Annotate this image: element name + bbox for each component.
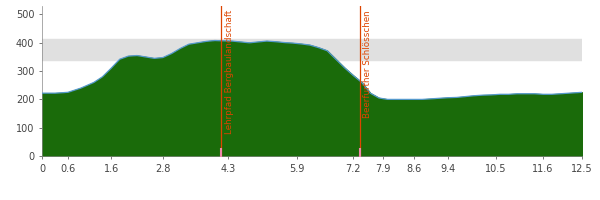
Text: Beerfurther Schlösschen: Beerfurther Schlösschen (363, 10, 372, 118)
Bar (42, 39, 582, 60)
Text: Lehrpfad Bergbaulandschaft: Lehrpfad Bergbaulandschaft (225, 10, 234, 134)
